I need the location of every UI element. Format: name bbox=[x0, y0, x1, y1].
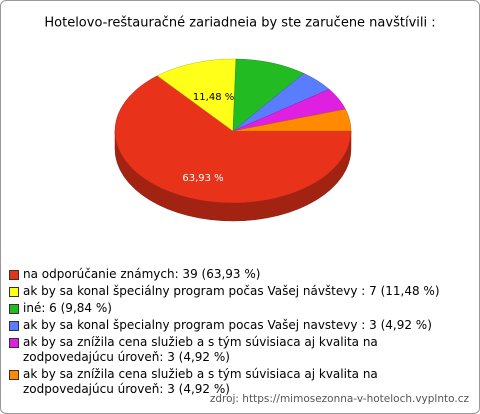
legend-item: ak by sa konal špecialny program pocas V… bbox=[9, 318, 471, 333]
legend: na odporúčanie známych: 39 (63,93 %) ak b… bbox=[9, 267, 471, 399]
legend-swatch bbox=[9, 338, 19, 348]
legend-label: na odporúčanie známych: 39 (63,93 %) bbox=[23, 267, 261, 281]
pie-area: Hotelovo-reštauračné zariadneia by ste z… bbox=[44, 16, 436, 222]
legend-label: ak by sa znížila cena služieb a s tým sú… bbox=[23, 367, 378, 396]
legend-swatch bbox=[9, 287, 19, 297]
legend-item: na odporúčanie známych: 39 (63,93 %) bbox=[9, 267, 471, 282]
source: zdroj: https://mimosezonna-v-hoteloch.vy… bbox=[209, 393, 469, 405]
pie-slice bbox=[232, 108, 352, 132]
legend-label: ak by sa konal špeciálny program počas V… bbox=[23, 284, 440, 298]
chart-title: Hotelovo-reštauračné zariadneia by ste z… bbox=[44, 16, 435, 31]
legend-swatch bbox=[9, 321, 19, 331]
legend-swatch bbox=[9, 370, 19, 380]
data-label: 11,48 % bbox=[193, 92, 234, 103]
data-label: 63,93 % bbox=[182, 173, 223, 184]
legend-swatch bbox=[9, 270, 19, 280]
legend-item: ak by sa znížila cena služieb a s tým sú… bbox=[9, 367, 471, 397]
legend-label: ak by sa znížila cena služieb a s tým sú… bbox=[23, 335, 378, 364]
pie-slice bbox=[114, 75, 352, 204]
legend-label: ak by sa konal špecialny program pocas V… bbox=[23, 318, 432, 332]
pie-slice bbox=[156, 58, 237, 132]
legend-label: iné: 6 (9,84 %) bbox=[23, 301, 112, 315]
pie-slice bbox=[232, 58, 305, 132]
legend-item: iné: 6 (9,84 %) bbox=[9, 301, 471, 316]
legend-swatch bbox=[9, 304, 19, 314]
legend-item: ak by sa konal špeciálny program počas V… bbox=[9, 284, 471, 299]
legend-item: ak by sa znížila cena služieb a s tým sú… bbox=[9, 335, 471, 365]
